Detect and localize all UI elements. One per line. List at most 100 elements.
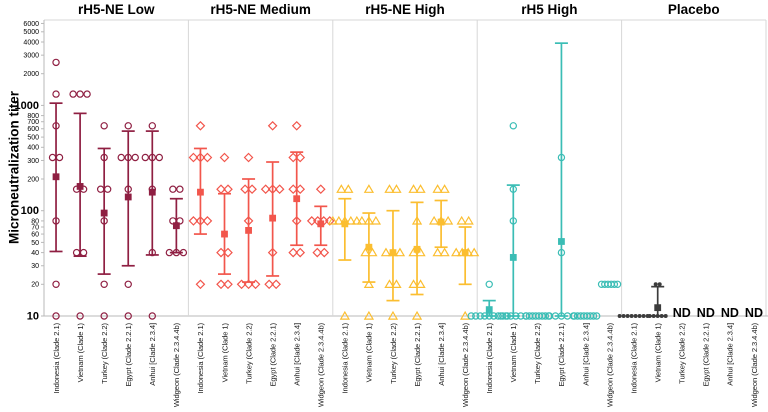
data-point <box>394 247 406 257</box>
gmt-marker <box>269 214 277 222</box>
data-point <box>653 282 658 287</box>
x-tick-label: Anhui [Clade 2.3.4] <box>437 323 446 386</box>
data-point <box>617 314 622 318</box>
data-point <box>243 279 254 290</box>
data-point <box>363 184 375 193</box>
data-point <box>100 122 108 130</box>
data-point <box>100 312 108 320</box>
gmt-marker <box>317 220 325 228</box>
data-point <box>415 279 426 289</box>
y-tick-label: 1000 <box>15 100 39 112</box>
data-point <box>432 184 443 193</box>
data-point <box>339 310 350 320</box>
gmt-marker <box>293 195 301 203</box>
data-point <box>141 153 149 162</box>
data-point <box>267 120 278 131</box>
panel-title: rH5-NE Medium <box>210 2 311 17</box>
data-point <box>236 279 247 290</box>
data-point <box>176 217 184 225</box>
data-point <box>48 153 57 162</box>
x-tick-label: Egypt (Clade 2.2.1) <box>702 322 711 386</box>
x-tick-label: Vietnam (Clade 1) <box>509 322 518 382</box>
data-point <box>490 312 498 320</box>
data-point <box>613 280 622 289</box>
data-point <box>52 122 60 130</box>
x-tick-label: Indonesia (Clade 2.1) <box>196 322 205 393</box>
data-point <box>267 184 278 195</box>
data-point <box>456 215 467 225</box>
y-tick-label: 400 <box>27 145 39 152</box>
data-point <box>240 184 250 195</box>
data-point <box>467 312 475 320</box>
data-point <box>345 215 356 225</box>
data-point <box>324 216 335 226</box>
data-point <box>415 184 426 193</box>
data-point <box>223 247 233 258</box>
x-tick-label: Anhui [Clade 2.3.4] <box>581 323 590 386</box>
y-tick-label: 800 <box>27 113 39 120</box>
gmt-marker <box>172 222 180 230</box>
data-point <box>52 217 60 225</box>
data-point <box>155 153 163 162</box>
data-point <box>589 312 598 320</box>
data-point <box>319 247 330 258</box>
data-point <box>351 215 362 225</box>
nd-label: ND <box>673 306 691 320</box>
data-point <box>312 247 323 258</box>
data-point <box>657 282 662 287</box>
data-point <box>411 310 423 320</box>
data-point <box>509 217 517 225</box>
data-point <box>288 152 299 163</box>
data-point <box>408 279 419 289</box>
data-point <box>363 215 375 225</box>
data-point <box>117 153 125 162</box>
data-point <box>216 247 226 258</box>
data-point <box>188 216 199 226</box>
data-point <box>291 216 302 226</box>
data-point <box>428 215 440 225</box>
data-point <box>633 314 638 318</box>
data-point <box>295 184 306 195</box>
data-point <box>52 90 60 98</box>
data-point <box>176 185 184 193</box>
data-point <box>497 312 505 320</box>
y-tick-label: 60 <box>31 231 39 238</box>
data-point <box>408 184 419 193</box>
data-point <box>79 248 88 257</box>
panel-title: rH5 High <box>521 2 577 17</box>
data-point <box>517 312 525 320</box>
gmt-marker <box>124 193 132 201</box>
x-tick-label: Vietnam (Clade 1) <box>220 322 229 382</box>
data-point <box>165 248 174 257</box>
gmt-marker <box>389 249 397 257</box>
data-point <box>411 215 423 225</box>
x-tick-label: Indonesia (Clade 2.1) <box>52 322 61 393</box>
data-point <box>169 217 177 225</box>
x-tick-label: Indonesia (Clade 2.1) <box>485 322 494 393</box>
y-tick-label: 5000 <box>23 29 39 36</box>
data-point <box>295 152 306 163</box>
data-point <box>391 279 402 289</box>
x-tick-label: Indonesia (Clade 2.1) <box>341 322 350 393</box>
y-tick-label: 100 <box>21 205 39 217</box>
y-tick-label: 700 <box>27 119 39 126</box>
data-point <box>195 152 206 163</box>
data-point <box>439 247 450 257</box>
x-tick-label: Egypt (Clade 2.2.1) <box>413 322 422 386</box>
data-point <box>621 314 626 318</box>
data-point <box>124 312 132 320</box>
gmt-marker <box>52 173 60 181</box>
data-point <box>625 314 630 318</box>
y-tick-label: 200 <box>27 176 39 183</box>
data-point <box>76 90 84 98</box>
data-point <box>52 280 60 289</box>
data-point <box>363 310 375 320</box>
data-point <box>216 184 226 195</box>
gmt-marker <box>197 188 204 196</box>
panel-title: rH5-NE High <box>365 2 445 17</box>
gmt-marker <box>461 249 469 257</box>
data-point <box>343 184 354 193</box>
gmt-marker <box>437 218 445 226</box>
data-point <box>124 185 132 193</box>
x-tick-label: Egypt (Clade 2.2.1) <box>268 322 277 386</box>
